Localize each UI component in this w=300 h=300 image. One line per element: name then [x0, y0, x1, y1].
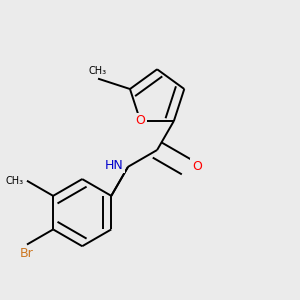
Text: O: O [135, 114, 145, 128]
Text: CH₃: CH₃ [89, 66, 107, 76]
Text: O: O [192, 160, 202, 173]
Text: CH₃: CH₃ [6, 176, 24, 186]
Text: HN: HN [105, 159, 124, 172]
Text: Br: Br [20, 248, 34, 260]
